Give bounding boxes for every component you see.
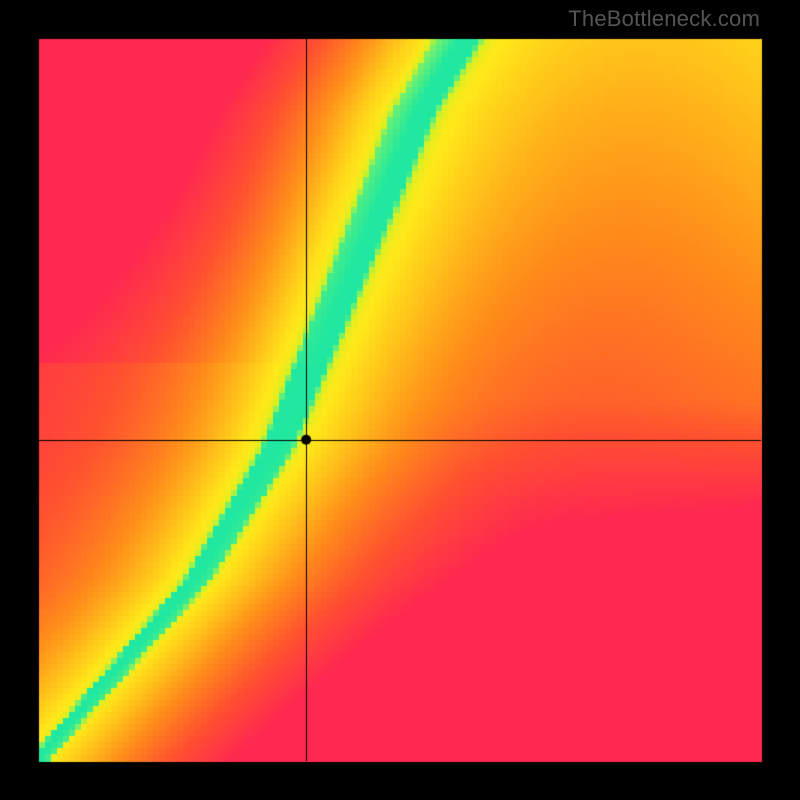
watermark-text: TheBottleneck.com (568, 6, 760, 32)
bottleneck-heatmap-canvas (0, 0, 800, 800)
